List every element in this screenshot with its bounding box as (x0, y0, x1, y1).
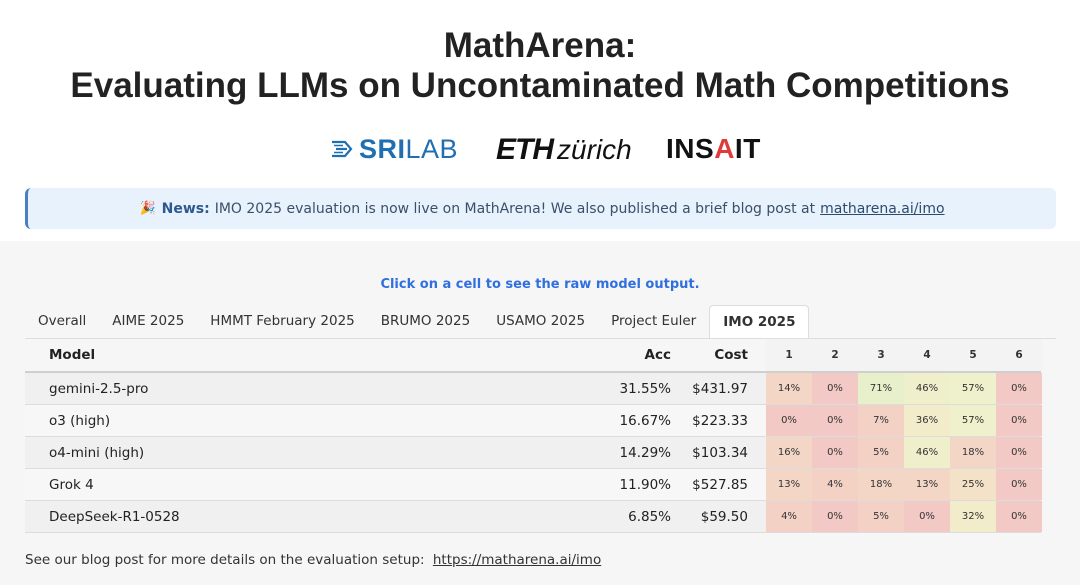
score-cell[interactable]: 0% (996, 501, 1042, 532)
accuracy-value: 31.55% (619, 380, 671, 397)
table-row: o3 (high) 16.67% $223.33 0% 0% 7% 36% 57% 0% (25, 405, 1042, 437)
header-problem-3[interactable]: 3 (858, 339, 904, 371)
tab-usamo-2025[interactable]: USAMO 2025 (496, 313, 586, 329)
party-icon: 🎉 (139, 201, 156, 216)
cost-value: $527.85 (692, 476, 748, 493)
table-row: gemini-2.5-pro 31.55% $431.97 14% 0% 71% 46% 57… (25, 373, 1042, 405)
score-cell[interactable]: 0% (996, 373, 1042, 404)
score-cell[interactable]: 0% (996, 437, 1042, 468)
partner-logos: SRILAB ETH zürich INSAIT (0, 132, 1080, 168)
tab-divider (25, 338, 1056, 339)
tab-imo-2025[interactable]: IMO 2025 (709, 305, 810, 339)
score-cell[interactable]: 0% (812, 437, 858, 468)
score-cell[interactable]: 13% (904, 469, 950, 500)
cost-value: $431.97 (692, 380, 748, 397)
tab-brumo-2025[interactable]: BRUMO 2025 (380, 313, 471, 329)
news-text: IMO 2025 evaluation is now live on MathA… (214, 200, 816, 217)
page-title: MathArena: Evaluating LLMs on Uncontamin… (0, 26, 1080, 106)
score-cell[interactable]: 0% (996, 469, 1042, 500)
header-model: Model (49, 347, 96, 363)
score-cell[interactable]: 71% (858, 373, 904, 404)
footer-link[interactable]: https://matharena.ai/imo (432, 552, 602, 568)
table-row: Grok 4 11.90% $527.85 13% 4% 18% 13% 25% 0% (25, 469, 1042, 501)
click-hint: Click on a cell to see the raw model out… (380, 277, 700, 292)
news-label: News: (161, 200, 210, 217)
sri-logo-rest: LAB (405, 133, 459, 164)
cost-value: $223.33 (692, 412, 748, 429)
footer-note: See our blog post for more details on th… (25, 552, 601, 568)
tab-hmmt-february-2025[interactable]: HMMT February 2025 (210, 313, 355, 329)
score-cell[interactable]: 14% (766, 373, 812, 404)
accuracy-value: 11.90% (619, 476, 671, 493)
footer-text: See our blog post for more details on th… (25, 552, 425, 568)
header-problem-6[interactable]: 6 (996, 339, 1042, 371)
eth-logo-bold: ETH (496, 133, 554, 166)
cost-value: $103.34 (692, 444, 748, 461)
sri-lines-icon (332, 140, 353, 158)
score-cell[interactable]: 18% (950, 437, 996, 468)
score-cell[interactable]: 25% (950, 469, 996, 500)
score-cell[interactable]: 5% (858, 437, 904, 468)
model-name: Grok 4 (49, 476, 94, 493)
header-problem-2[interactable]: 2 (812, 339, 858, 371)
insait-logo-part2: A (714, 133, 735, 164)
score-cell[interactable]: 46% (904, 437, 950, 468)
model-name: o4-mini (high) (49, 444, 145, 461)
score-cell[interactable]: 7% (858, 405, 904, 436)
score-cell[interactable]: 0% (812, 373, 858, 404)
model-name: gemini-2.5-pro (49, 380, 149, 397)
eth-zurich-logo[interactable]: ETH zürich (496, 133, 632, 167)
sri-logo-bold: SRI (359, 133, 406, 164)
score-cell[interactable]: 57% (950, 373, 996, 404)
accuracy-value: 16.67% (619, 412, 671, 429)
title-line-2: Evaluating LLMs on Uncontaminated Math C… (70, 66, 1010, 105)
header-problem-4[interactable]: 4 (904, 339, 950, 371)
score-cell[interactable]: 4% (766, 501, 812, 532)
score-cell[interactable]: 0% (812, 501, 858, 532)
score-cell[interactable]: 0% (766, 405, 812, 436)
score-cell[interactable]: 18% (858, 469, 904, 500)
insait-logo[interactable]: INSAIT (666, 133, 761, 165)
score-cell[interactable]: 36% (904, 405, 950, 436)
competition-tabs: Overall AIME 2025 HMMT February 2025 BRU… (25, 305, 810, 339)
header-problem-1[interactable]: 1 (766, 339, 812, 371)
score-cell[interactable]: 4% (812, 469, 858, 500)
model-name: o3 (high) (49, 412, 111, 429)
insait-logo-part1: INS (666, 133, 715, 164)
score-cell[interactable]: 5% (858, 501, 904, 532)
score-cell[interactable]: 0% (996, 405, 1042, 436)
tab-aime-2025[interactable]: AIME 2025 (112, 313, 185, 329)
tab-project-euler[interactable]: Project Euler (611, 313, 697, 329)
header-problem-5[interactable]: 5 (950, 339, 996, 371)
header-cost[interactable]: Cost (714, 347, 748, 363)
title-line-1: MathArena: (443, 26, 637, 65)
header-acc[interactable]: Acc (644, 347, 671, 363)
score-cell[interactable]: 13% (766, 469, 812, 500)
news-banner: 🎉 News: IMO 2025 evaluation is now live … (25, 188, 1056, 229)
sri-lab-logo[interactable]: SRILAB (331, 134, 458, 164)
table-row: o4-mini (high) 14.29% $103.34 16% 0% 5% 46% 18%… (25, 437, 1042, 469)
news-link[interactable]: matharena.ai/imo (820, 200, 945, 217)
insait-logo-part3: IT (734, 133, 761, 164)
score-cell[interactable]: 57% (950, 405, 996, 436)
cost-value: $59.50 (700, 508, 748, 525)
accuracy-value: 6.85% (628, 508, 671, 525)
table-row: DeepSeek-R1-0528 6.85% $59.50 4% 0% 5% 0% 32% 0% (25, 501, 1042, 533)
model-name: DeepSeek-R1-0528 (49, 508, 180, 525)
score-cell[interactable]: 0% (812, 405, 858, 436)
score-cell[interactable]: 32% (950, 501, 996, 532)
tab-overall[interactable]: Overall (38, 313, 87, 329)
accuracy-value: 14.29% (619, 444, 671, 461)
score-cell[interactable]: 46% (904, 373, 950, 404)
table-header-row: Model Acc Cost 1 2 3 4 5 6 (25, 339, 1042, 373)
score-cell[interactable]: 16% (766, 437, 812, 468)
score-cell[interactable]: 0% (904, 501, 950, 532)
eth-logo-rest: zürich (557, 134, 632, 165)
